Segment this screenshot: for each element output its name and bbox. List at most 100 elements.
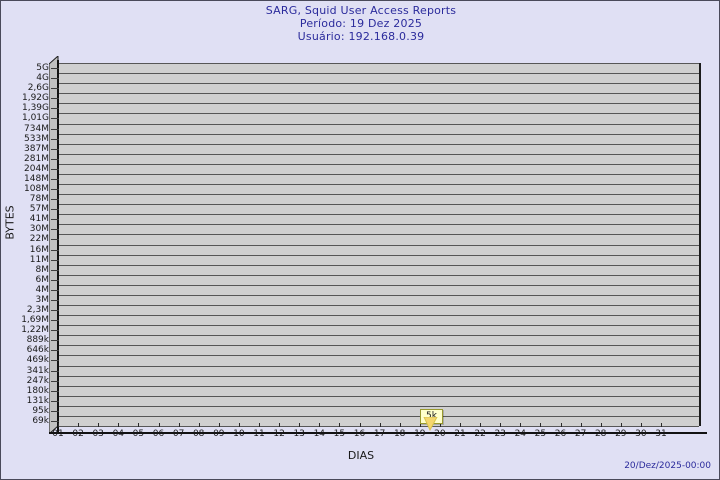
gridline: [58, 335, 699, 337]
x-tick-mark: [319, 423, 321, 427]
gridline: [58, 224, 699, 226]
gridline: [58, 264, 699, 266]
gridline: [58, 375, 699, 377]
y-tick-label: 247k: [26, 375, 49, 386]
x-tick-mark: [359, 423, 361, 427]
x-tick-mark: [460, 423, 461, 427]
y-axis-ticks: 5G 4G 2,6G 1,92G 1,39G 1,01G 734M 533M 387M 281M 2…: [1, 56, 59, 436]
gridline: [58, 113, 699, 115]
gridline: [58, 163, 699, 165]
x-tick-label: 01: [52, 429, 64, 439]
y-tick-mark: [51, 118, 59, 120]
x-tick-mark: [580, 423, 582, 427]
y-tick-label: 69k: [32, 415, 49, 426]
y-tick-label: 2,3M: [26, 305, 49, 315]
y-tick-label: 95k: [32, 405, 49, 416]
y-tick-mark: [51, 380, 59, 382]
gridline: [58, 214, 699, 216]
y-tick-mark: [51, 289, 59, 291]
y-tick-label: 889k: [26, 335, 49, 346]
x-tick-mark: [439, 423, 441, 427]
x-tick-mark: [339, 423, 341, 427]
gridline: [58, 143, 699, 145]
x-tick-mark: [158, 423, 160, 427]
y-tick-label: 78M: [29, 194, 49, 205]
y-tick-label: 41M: [29, 214, 49, 225]
x-tick-label: 09: [213, 429, 225, 439]
gridline: [58, 173, 699, 175]
y-tick-label: 6M: [35, 274, 50, 285]
gridline: [58, 83, 699, 85]
y-tick-label: 1,92G: [21, 93, 49, 104]
gridline: [58, 254, 699, 256]
gridline: [58, 204, 699, 206]
gridline: [58, 305, 699, 306]
y-tick-mark: [51, 189, 59, 190]
x-tick-label: 26: [554, 429, 567, 439]
gridline: [58, 395, 699, 397]
y-tick-label: 108M: [24, 184, 49, 194]
x-tick-mark: [178, 423, 180, 427]
y-tick-label: 387M: [24, 143, 49, 154]
y-tick-mark: [51, 219, 59, 221]
y-tick-label: 281M: [24, 153, 49, 164]
y-axis-line: [57, 60, 59, 434]
x-tick-mark: [480, 423, 482, 427]
y-tick-label: 734M: [24, 123, 49, 134]
y-tick-mark: [51, 299, 59, 301]
x-tick-mark: [419, 423, 421, 427]
x-tick-mark: [279, 423, 281, 427]
x-tick-mark: [661, 423, 662, 427]
y-tick-label: 646k: [26, 345, 49, 356]
page-title: SARG, Squid User Access Reports: [265, 4, 457, 17]
gridline: [58, 355, 699, 357]
y-tick-mark: [51, 98, 59, 100]
x-tick-label: 29: [615, 429, 627, 439]
x-tick-mark: [58, 423, 59, 427]
y-tick-mark: [51, 269, 59, 271]
y-tick-mark: [51, 158, 59, 160]
x-tick-label: 10: [233, 429, 245, 439]
y-tick-label: 1,69M: [21, 315, 49, 326]
x-tick-label: 17: [373, 429, 386, 439]
y-tick-mark: [51, 108, 59, 110]
y-tick-label: 204M: [24, 163, 49, 174]
x-tick-label: 18: [393, 429, 406, 439]
y-tick-label: 8M: [35, 264, 50, 275]
gridline: [58, 184, 699, 185]
y-tick-mark: [51, 259, 59, 261]
y-tick-mark: [51, 239, 59, 241]
y-tick-mark: [51, 420, 59, 422]
gridline: [58, 294, 699, 296]
gridline: [58, 385, 699, 387]
y-tick-label: 180k: [26, 385, 49, 396]
generated-timestamp: 20/Dez/2025-00:00: [624, 461, 711, 471]
x-tick-mark: [399, 423, 401, 427]
report-user: Usuário: 192.168.0.39: [297, 30, 425, 43]
x-tick-label: 14: [313, 429, 326, 439]
gridline: [58, 194, 699, 196]
y-tick-mark: [51, 330, 59, 332]
y-tick-mark: [51, 360, 59, 362]
x-tick-label: 13: [293, 429, 305, 439]
y-tick-label: 131k: [26, 395, 49, 406]
x-axis-ticks: 01 02 03 04 05 06 07 08 09 10 11 12 13 14 15 16 17 18 19 20…: [1, 423, 719, 444]
x-tick-mark: [379, 423, 381, 427]
y-tick-mark: [51, 340, 59, 342]
gridline: [58, 405, 699, 407]
gridline: [58, 73, 699, 75]
x-tick-label: 05: [132, 429, 145, 439]
data-point-callout[interactable]: 5k: [420, 403, 443, 431]
x-tick-mark: [198, 423, 200, 427]
x-tick-mark: [560, 423, 562, 427]
x-tick-label: 12: [273, 429, 285, 439]
y-tick-mark: [51, 199, 59, 201]
gridline: [58, 103, 699, 105]
x-tick-mark: [500, 423, 502, 427]
y-tick-label: 16M: [29, 244, 49, 255]
x-tick-label: 31: [655, 429, 667, 439]
x-tick-label: 25: [534, 429, 547, 439]
y-tick-mark: [51, 128, 59, 130]
x-tick-label: 07: [172, 429, 185, 439]
